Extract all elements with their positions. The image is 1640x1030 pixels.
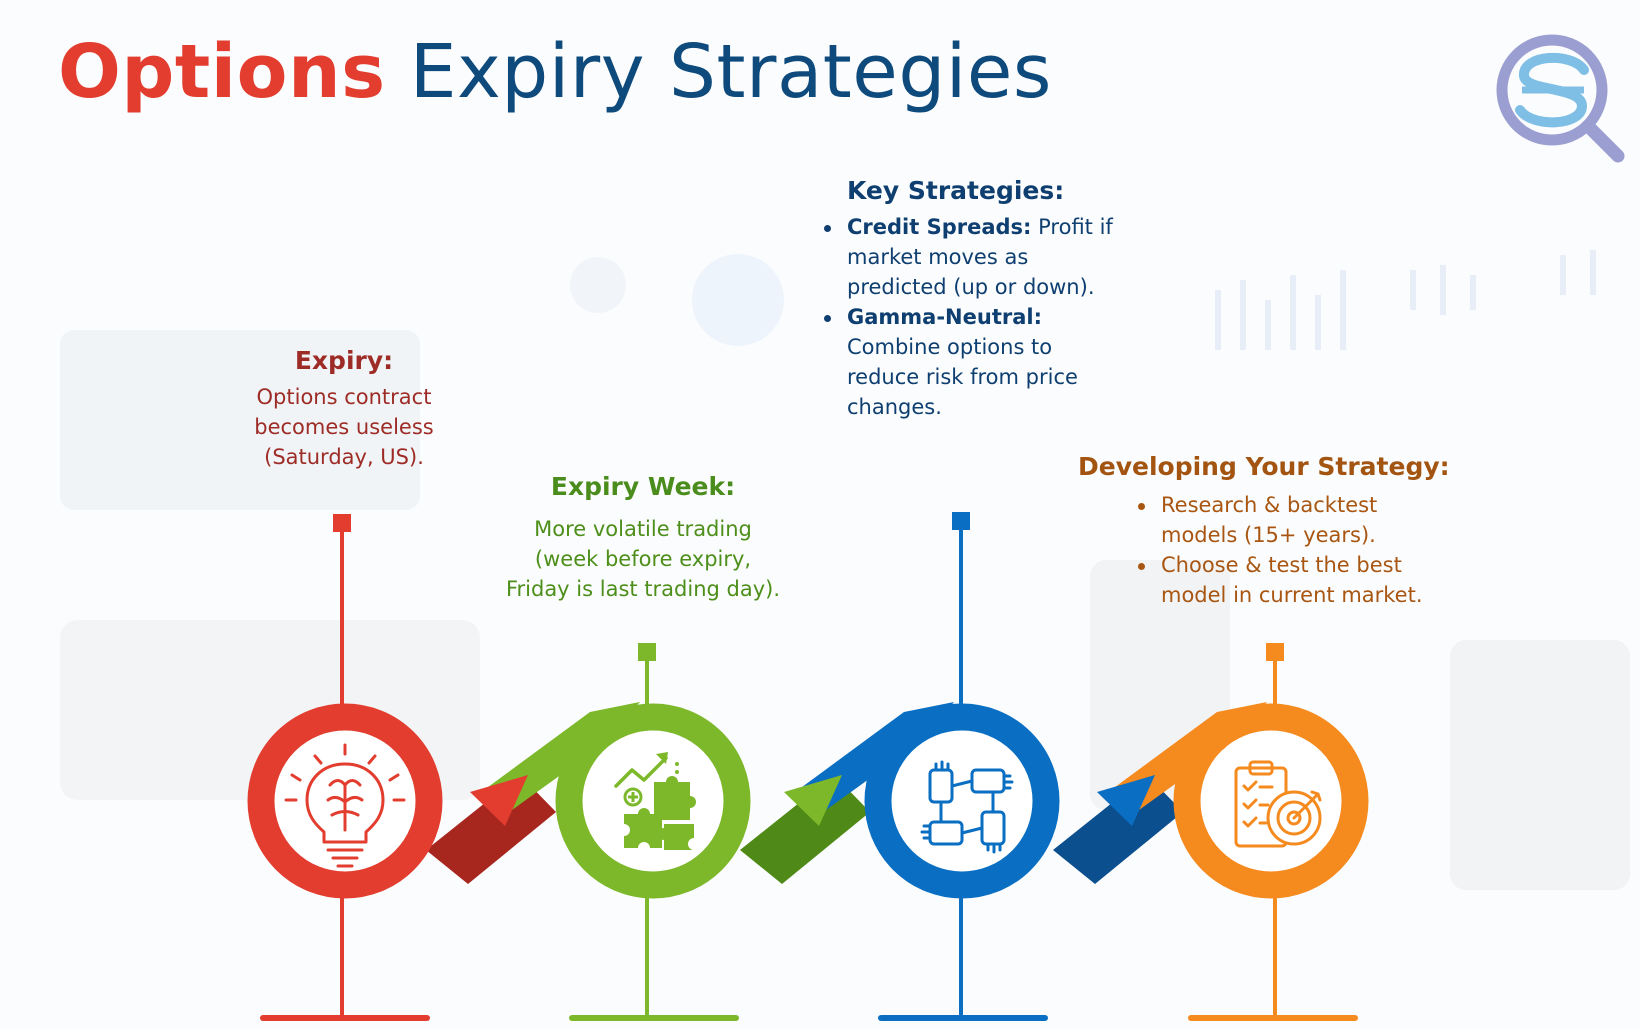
step-key-strategies-text: Key Strategies: Credit Spreads: Profit i…: [820, 174, 1120, 422]
title-rest: Expiry Strategies: [409, 29, 1052, 115]
teamwork-hands-icon: [920, 760, 1014, 854]
step-heading: Expiry:: [294, 346, 394, 375]
step-developing-text: Developing Your Strategy: Research & bac…: [1078, 450, 1478, 610]
bullet-term: Gamma-Neutral:: [847, 305, 1042, 329]
connector-green-to-blue: [740, 775, 870, 884]
arrow-into-orange: [1097, 702, 1267, 826]
step-line: Options contract: [256, 385, 432, 409]
step-line: becomes useless: [254, 415, 434, 439]
connector-red-to-green: [426, 775, 556, 884]
puzzle-growth-icon: [614, 752, 696, 850]
page-title: Options Expiry Strategies: [58, 29, 1052, 115]
step-line: (week before expiry,: [534, 547, 752, 571]
arrow-into-blue: [784, 702, 954, 826]
list-item: Research & backtest models (15+ years).: [1134, 490, 1424, 550]
lightbulb-brain-icon: [284, 743, 406, 868]
step-expiry-text: Expiry: Options contract becomes useless…: [222, 344, 466, 472]
connector-blue-to-orange: [1053, 775, 1183, 884]
step-heading: Key Strategies:: [847, 176, 1065, 205]
step-expiry-week-text: Expiry Week: More volatile trading (week…: [478, 470, 808, 604]
arrow-into-green: [470, 702, 640, 826]
step-heading: Developing Your Strategy:: [1078, 452, 1450, 481]
list-item: Choose & test the best model in current …: [1134, 550, 1424, 610]
list-item: Gamma-Neutral: Combine options to reduce…: [820, 302, 1120, 422]
step-line: More volatile trading: [534, 517, 752, 541]
ring-expiry-week: [555, 703, 751, 899]
bullet-text: Combine options to reduce risk from pric…: [847, 335, 1078, 419]
step-line: (Saturday, US).: [264, 445, 424, 469]
list-item: Credit Spreads: Profit if market moves a…: [820, 212, 1120, 302]
ring-developing: [1173, 703, 1369, 899]
bullet-text: Profit if market moves as predicted (up …: [847, 215, 1113, 299]
step-line: Friday is last trading day).: [505, 577, 781, 601]
strategy-list: Credit Spreads: Profit if market moves a…: [820, 212, 1120, 422]
title-highlight: Options: [58, 29, 386, 115]
strategy-list: Research & backtest models (15+ years). …: [1134, 490, 1424, 610]
bullet-term: Credit Spreads:: [847, 215, 1032, 239]
magnifier-s-logo-icon: [1496, 34, 1625, 163]
checklist-target-icon: [1234, 760, 1322, 848]
step-heading: Expiry Week:: [550, 472, 736, 501]
